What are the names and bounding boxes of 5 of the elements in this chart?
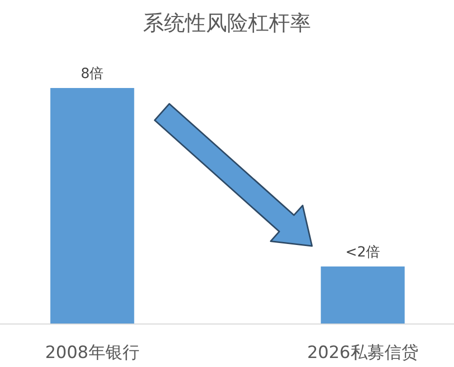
chart-title: 系统性风险杠杆率	[143, 11, 311, 35]
x-tick-label: 2026私募信贷	[307, 343, 418, 363]
data-label: <2倍	[345, 244, 380, 260]
x-tick-label: 2008年银行	[45, 343, 140, 363]
data-label: 8倍	[80, 66, 104, 82]
